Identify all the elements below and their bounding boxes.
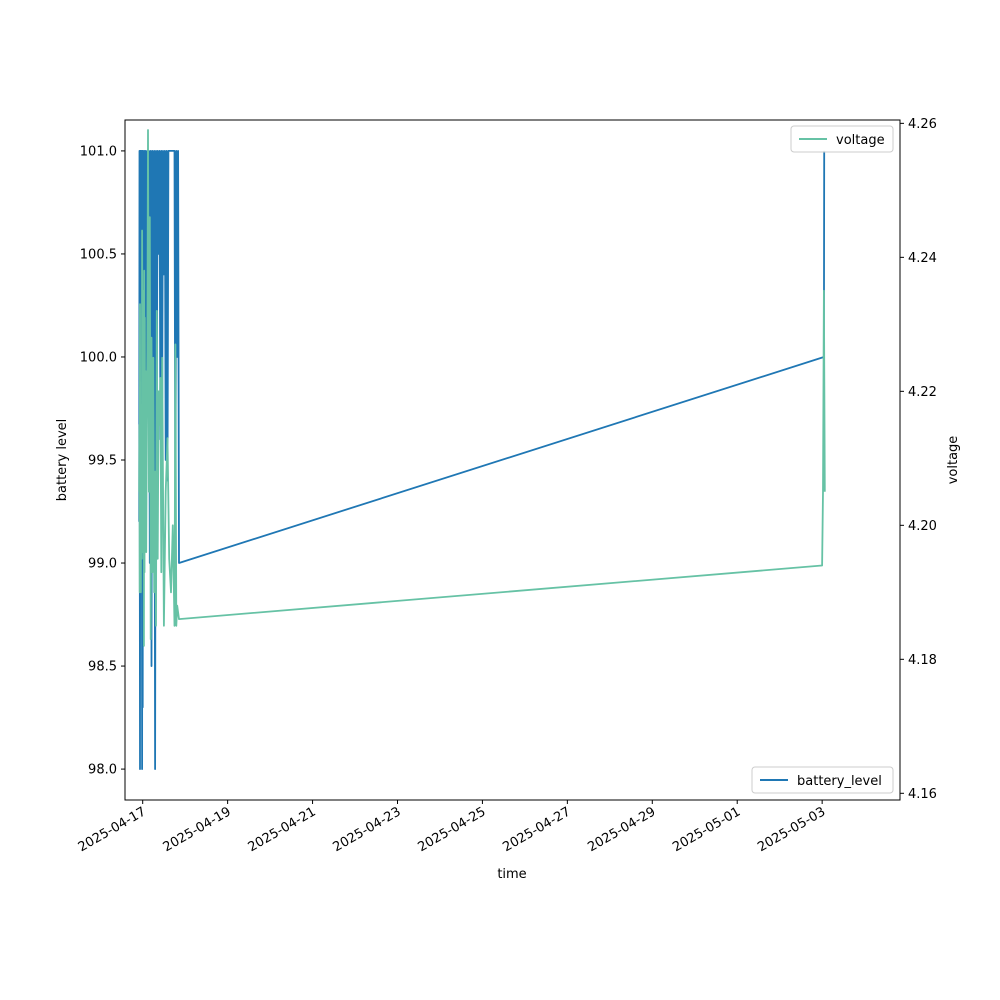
y-axis-right-title: voltage: [946, 436, 961, 485]
plot-area: [138, 129, 826, 770]
x-axis-title: time: [497, 867, 526, 882]
y-right-tick-label: 4.22: [908, 385, 937, 400]
y-axis-left-title: battery level: [55, 419, 70, 502]
y-left-tick-label: 100.0: [80, 350, 117, 365]
series-line-voltage: [138, 129, 826, 647]
y-left-tick-label: 101.0: [80, 144, 117, 159]
y-right-tick-label: 4.20: [908, 519, 937, 534]
y-left-tick-label: 100.5: [80, 247, 117, 262]
legend-voltage-box: [790, 125, 894, 153]
y-right-tick-label: 4.26: [908, 117, 937, 132]
y-left-tick-label: 98.0: [88, 763, 117, 778]
legend-battery-level: battery_level: [751, 766, 894, 794]
y-axis-right: 4.16 4.18 4.20 4.22 4.24 4.26: [900, 117, 937, 802]
y-right-tick-label: 4.18: [908, 653, 937, 668]
y-left-tick-label: 98.5: [88, 660, 117, 675]
legend-voltage: voltage: [790, 125, 894, 153]
y-right-tick-label: 4.16: [908, 787, 937, 802]
legend-battery-level-box: [751, 766, 894, 794]
y-left-tick-label: 99.0: [88, 557, 117, 572]
y-right-tick-label: 4.24: [908, 251, 937, 266]
y-axis-left: 98.0 98.5 99.0 99.5 100.0 100.5 101.0: [80, 144, 125, 778]
y-left-tick-label: 99.5: [88, 454, 117, 469]
legend-battery-level-label: battery_level: [797, 774, 882, 789]
legend-voltage-label: voltage: [836, 133, 885, 148]
